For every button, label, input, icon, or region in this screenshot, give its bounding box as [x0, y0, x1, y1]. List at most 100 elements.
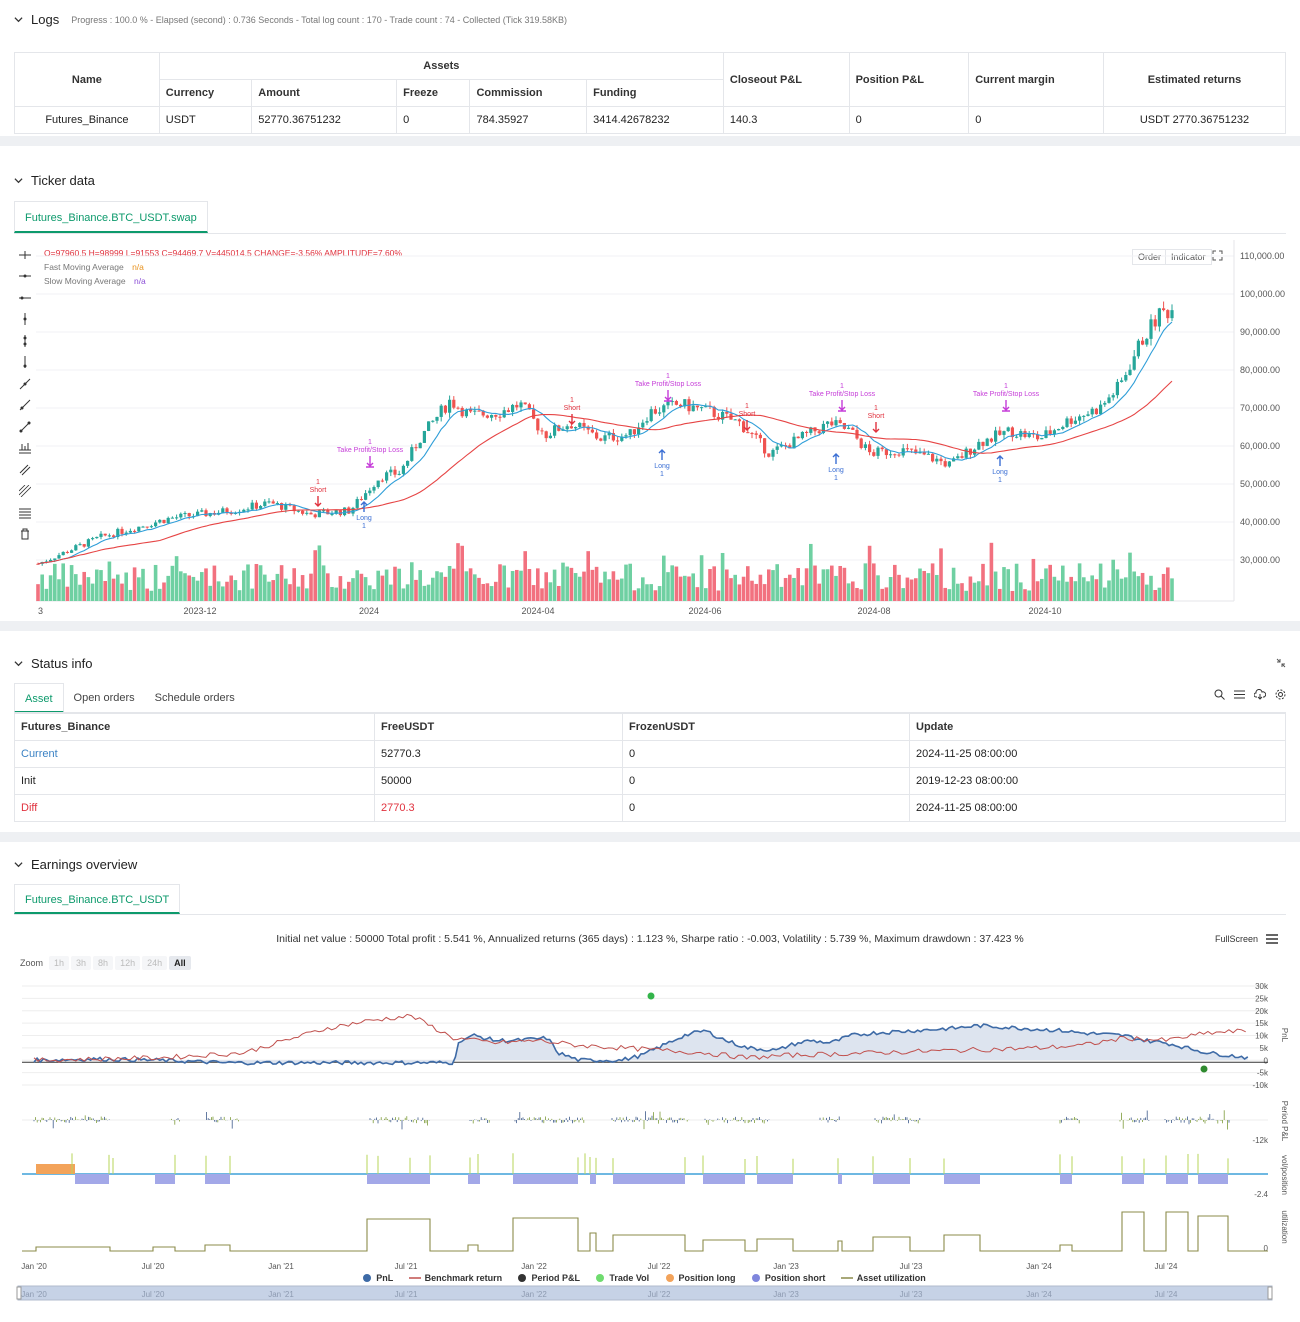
candle-body: [506, 410, 510, 412]
long-arrow-icon: [360, 501, 368, 512]
earnings-header[interactable]: Earnings overview: [14, 857, 137, 872]
horizontal-line-icon[interactable]: [14, 266, 36, 288]
candle-body: [830, 421, 834, 426]
tab-open-orders[interactable]: Open orders: [73, 692, 135, 704]
zoom-1h-button[interactable]: 1h: [49, 956, 70, 970]
price-line-icon[interactable]: [14, 352, 36, 374]
candle-body: [250, 502, 254, 510]
trend-line-icon[interactable]: [14, 373, 36, 395]
tab-earnings-symbol[interactable]: Futures_Binance.BTC_USDT: [14, 884, 181, 914]
chevron-down-icon: [14, 178, 23, 184]
volume-bar: [397, 568, 401, 601]
zoom-12h-button[interactable]: 12h: [115, 956, 141, 970]
candle-body: [758, 434, 762, 439]
tp-marker-label: Take Profit/Stop Loss: [809, 391, 876, 398]
list-icon[interactable]: [1234, 689, 1245, 700]
status-header[interactable]: Status info: [14, 656, 92, 671]
search-icon[interactable]: [1214, 689, 1225, 700]
ticker-header[interactable]: Ticker data: [14, 173, 95, 188]
volume-bar: [1103, 587, 1107, 601]
candle-body: [742, 421, 746, 433]
volume-bar: [263, 574, 267, 601]
candle-body: [326, 510, 330, 515]
candle-body: [603, 435, 607, 441]
candle-body: [884, 449, 888, 456]
tab-ticker-symbol[interactable]: Futures_Binance.BTC_USDT.swap: [14, 201, 208, 233]
legend-trade-vol[interactable]: Trade Vol: [595, 1273, 649, 1283]
ray-line-icon[interactable]: [14, 395, 36, 417]
pnl-tick-label: -10k: [1252, 1081, 1269, 1090]
horizontal-ray-icon[interactable]: [14, 287, 36, 309]
volume-bar: [393, 566, 397, 601]
zoom-8h-button[interactable]: 8h: [93, 956, 114, 970]
marker-qty-label: 1: [362, 523, 366, 530]
volume-bar: [733, 574, 737, 601]
candle-body: [578, 422, 582, 428]
crosshair-icon[interactable]: [14, 244, 36, 266]
fibonacci-icon[interactable]: [14, 481, 36, 503]
volume-bar: [867, 545, 872, 601]
candle-body: [296, 510, 300, 512]
volume-bar: [1061, 565, 1065, 601]
gear-icon[interactable]: [1275, 689, 1286, 700]
pnl-line: [33, 1023, 1249, 1066]
logs-header[interactable]: Logs Progress : 100.0 % - Elapsed (secon…: [14, 12, 567, 27]
cloud-download-icon[interactable]: [1254, 689, 1266, 700]
legend-period-pnl[interactable]: Period P&L: [517, 1273, 580, 1283]
volume-bar: [372, 589, 376, 601]
candle-body: [1002, 431, 1006, 435]
volume-bar: [422, 585, 427, 601]
vertical-line-icon[interactable]: [14, 309, 36, 331]
status-table: Futures_Binance FreeUSDT FrozenUSDT Upda…: [14, 712, 1286, 822]
vertical-segment-icon[interactable]: [14, 330, 36, 352]
volume-bar: [401, 588, 406, 601]
parallel-lines-icon[interactable]: [14, 459, 36, 481]
candlestick-chart[interactable]: 110,000.00 100,000.00 90,000.00 80,000.00 70…: [0, 230, 1300, 630]
chevron-down-icon: [14, 661, 23, 667]
col-commission: Commission: [469, 79, 588, 107]
volume-bar: [326, 573, 330, 601]
volume-bar: [783, 577, 788, 601]
volume-bar: [552, 569, 557, 601]
short-arrow-icon: [314, 496, 322, 507]
candle-body: [1065, 418, 1069, 427]
candle-body: [1023, 431, 1027, 437]
candle-body: [439, 405, 443, 417]
zoom-all-button[interactable]: All: [169, 956, 191, 970]
volume-bar: [796, 568, 800, 601]
legend-position-long[interactable]: Position long: [665, 1273, 736, 1283]
legend-pnl[interactable]: PnL: [362, 1273, 393, 1283]
zoom-3h-button[interactable]: 3h: [71, 956, 92, 970]
volume-bar: [1094, 579, 1099, 601]
volume-bar: [69, 565, 74, 601]
position-short-block: [468, 1174, 480, 1184]
menu-icon[interactable]: [1266, 934, 1278, 944]
zoom-24h-button[interactable]: 24h: [142, 956, 168, 970]
fullscreen-button[interactable]: FullScreen: [1214, 934, 1258, 944]
earnings-chart[interactable]: 30k 25k 20k 15k 10k 5k 0 -5k -10k PnL -12k Period P…: [0, 975, 1300, 1315]
tab-asset[interactable]: Asset: [14, 683, 64, 713]
trash-icon[interactable]: [14, 524, 36, 546]
legend-asset-utilization[interactable]: Asset utilization: [840, 1273, 926, 1283]
expand-icon[interactable]: [1212, 250, 1223, 264]
segment-icon[interactable]: [14, 416, 36, 438]
legend-benchmark[interactable]: Benchmark return: [408, 1273, 502, 1283]
candle-body: [443, 405, 447, 413]
legend-position-short[interactable]: Position short: [751, 1273, 825, 1283]
price-channel-icon[interactable]: [14, 438, 36, 460]
cell-free: 2770.3: [374, 794, 623, 822]
volume-bar: [683, 575, 687, 601]
volume-bar: [615, 579, 620, 601]
collapse-icon[interactable]: [1276, 657, 1286, 671]
tab-schedule-orders[interactable]: Schedule orders: [154, 692, 235, 704]
candle-body: [767, 453, 771, 457]
volume-bar: [99, 570, 103, 601]
col-freeze: Freeze: [396, 79, 471, 107]
indicator-button[interactable]: Indicator: [1165, 249, 1212, 265]
volume-bar: [565, 566, 569, 601]
col-estimated: Estimated returns: [1102, 52, 1287, 107]
table-row: Init 50000 0 2019-12-23 08:00:00: [14, 767, 1286, 795]
tp-marker-label: Take Profit/Stop Loss: [635, 381, 702, 388]
marker-qty-label: 1: [316, 479, 320, 486]
horizontal-channel-icon[interactable]: [14, 502, 36, 524]
